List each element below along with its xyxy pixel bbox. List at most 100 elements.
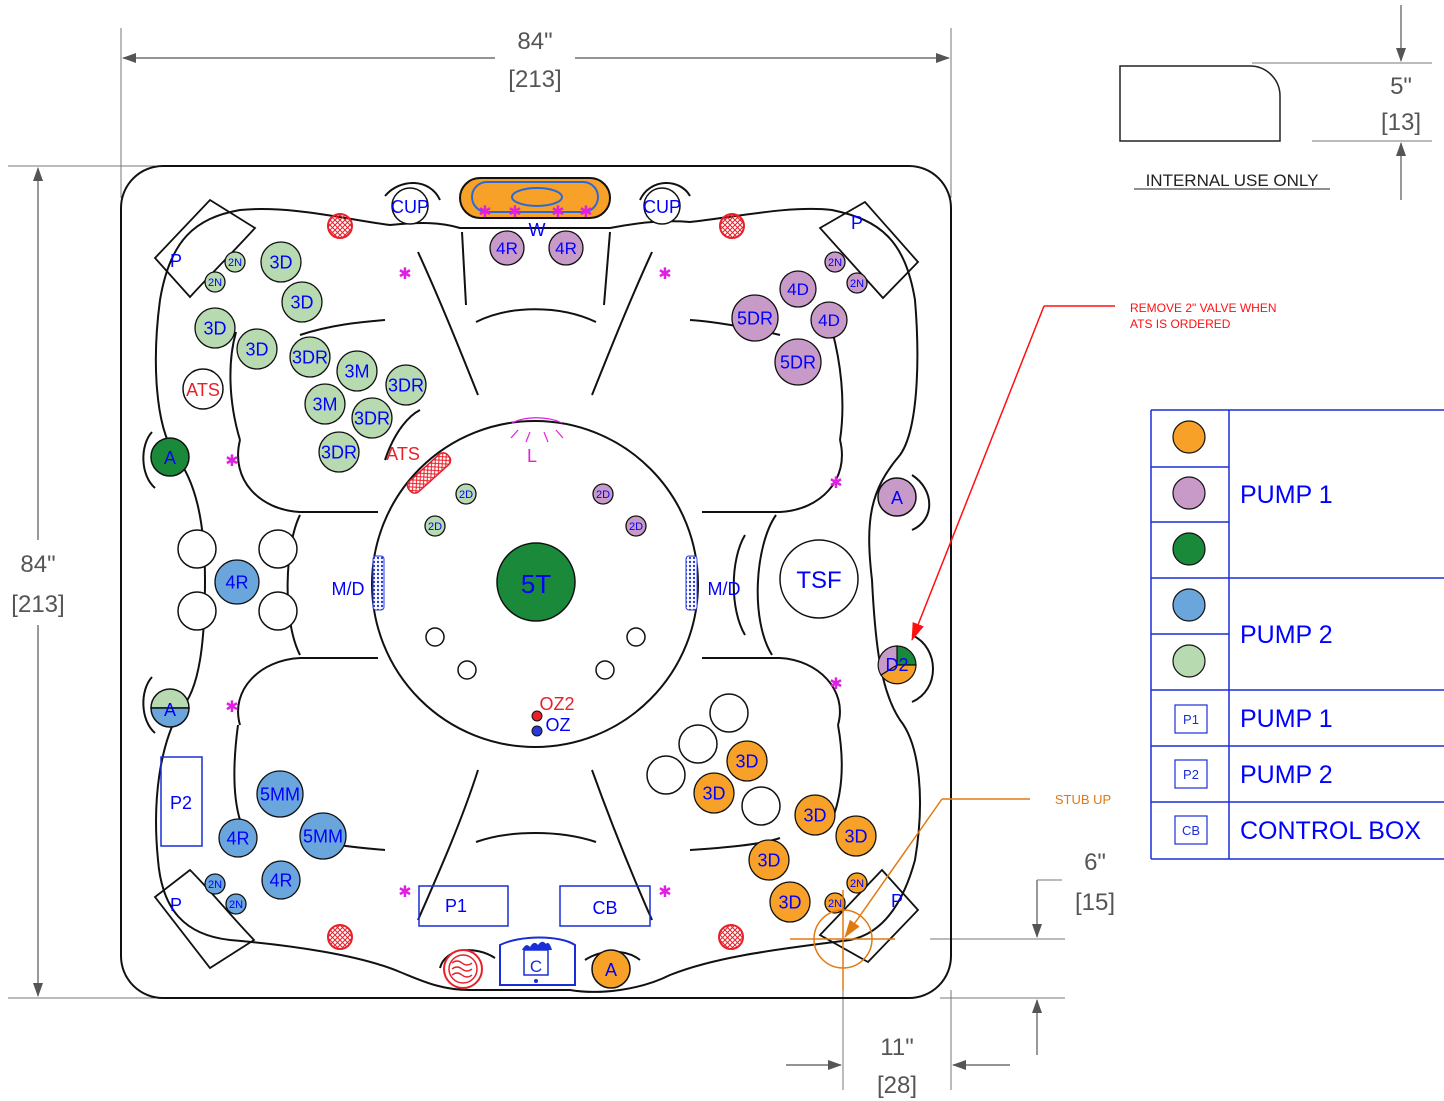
remove-note-line2: ATS IS ORDERED <box>1130 317 1231 331</box>
air-control-left-bottom: A <box>150 688 190 728</box>
pillow-br: P <box>891 891 903 911</box>
legend-box-p1: P1 <box>1183 712 1199 727</box>
empty-fitting <box>741 786 781 826</box>
jet-label: 3DR <box>354 408 390 428</box>
cup-holder-right: CUP <box>643 187 681 225</box>
air-control-right: A <box>877 477 917 517</box>
jet-3d: 3D <box>194 307 236 349</box>
waterfall-feature: W <box>459 177 611 240</box>
svg-text:✱: ✱ <box>478 204 491 221</box>
jet-5mm: 5MM <box>299 812 347 860</box>
top-width-in: 84" <box>517 28 552 55</box>
empty-fitting <box>258 529 298 569</box>
jet-label: 3D <box>803 805 826 825</box>
empty-fitting <box>425 627 445 647</box>
jet-label: 2N <box>228 257 242 269</box>
legend-box-cb: CB <box>1182 823 1200 838</box>
legend-swatch-purple <box>1172 476 1206 510</box>
jet-5mm: 5MM <box>256 770 304 818</box>
svg-text:✱: ✱ <box>225 699 238 716</box>
jet-label: 3DR <box>292 347 328 367</box>
jet-label: 3D <box>269 252 292 272</box>
top-width-cm: [213] <box>508 66 561 93</box>
jet-3d: 3D <box>260 241 302 283</box>
jet-label: 2N <box>850 878 864 890</box>
jet-label: 3D <box>844 826 867 846</box>
jet-label: 3D <box>702 783 725 803</box>
jet-3d: 3D <box>281 281 323 323</box>
jets: 2N 2N 3D 3D 3D 3D 3DR 3M 3DR 3M 3DR 3DR 4R 4R 2N 2N 4D 4D… <box>177 230 877 923</box>
jet-label: 3D <box>290 292 313 312</box>
jet-label: 3M <box>344 361 369 381</box>
jet-label: 3D <box>757 850 780 870</box>
jet-2d: 2D <box>455 483 477 505</box>
svg-text:✱: ✱ <box>658 266 671 283</box>
jet-3d: 3D <box>835 815 877 857</box>
equipment-p2: P2 <box>160 756 203 847</box>
svg-text:TSF: TSF <box>796 567 841 594</box>
legend-p1-pump: PUMP 1 <box>1240 705 1333 733</box>
ats-label-center: ATS <box>386 444 420 464</box>
svg-text:✱: ✱ <box>829 475 842 492</box>
empty-fitting <box>646 755 686 795</box>
svg-text:✱: ✱ <box>551 204 564 221</box>
heater-icon <box>443 949 483 989</box>
jet-3d: 3D <box>236 328 278 370</box>
legend: P1 P2 CB PUMP 1 PUMP 2 PUMP 1 PUMP 2 CON… <box>1150 409 1444 860</box>
dimension-corner-radius: 5" [13] INTERNAL USE ONLY <box>1119 5 1432 200</box>
svg-text:P2: P2 <box>170 793 192 813</box>
light-fixture: L <box>510 417 564 466</box>
jet-2d: 2D <box>592 483 614 505</box>
ats-label-seat: ATS <box>186 380 220 400</box>
jet-label: 3D <box>245 339 268 359</box>
svg-text:✱: ✱ <box>579 204 592 221</box>
jet-label: 2D <box>428 521 442 533</box>
ozone-fittings: OZ2 OZ <box>531 694 575 737</box>
dimension-stub-vertical: 6" [15] <box>930 849 1115 1055</box>
svg-text:CB: CB <box>592 898 617 918</box>
svg-text:M/D: M/D <box>708 579 741 599</box>
jet-5dr: 5DR <box>731 294 779 342</box>
jet-label: 3D <box>735 751 758 771</box>
svg-text:M/D: M/D <box>332 579 365 599</box>
jet-2n: 2N <box>224 251 246 273</box>
jet-label: 2N <box>208 879 222 891</box>
oz2-label: OZ2 <box>539 694 574 714</box>
jet-4r: 4R <box>214 559 260 605</box>
svg-text:A: A <box>164 448 176 468</box>
jet-3dr: 3DR <box>289 336 331 378</box>
jet-label: 3DR <box>388 375 424 395</box>
jet-3d: 3D <box>769 881 811 923</box>
jet-2n: 2N <box>204 873 226 895</box>
dimension-top-width: 84" [213] <box>120 28 952 198</box>
stub-h-in: 11" <box>880 1034 913 1061</box>
svg-text:A: A <box>164 700 176 720</box>
legend-pump2: PUMP 2 <box>1240 621 1333 649</box>
stub-up-target: STUB UP <box>790 792 1111 990</box>
jet-4d: 4D <box>810 301 848 339</box>
legend-pump1: PUMP 1 <box>1240 481 1333 509</box>
pillow-tr: P <box>851 213 863 233</box>
center-jet-5t: 5T <box>496 542 576 622</box>
jet-label: 5MM <box>260 784 300 804</box>
svg-text:✱: ✱ <box>225 453 238 470</box>
corner-cm: [13] <box>1381 109 1421 136</box>
jet-label: 2N <box>208 277 222 289</box>
jet-3d: 3D <box>794 794 836 836</box>
jet-3m: 3M <box>336 350 378 392</box>
jet-label: 3D <box>203 318 226 338</box>
empty-fitting <box>709 693 749 733</box>
pillow-tl: P <box>170 251 182 271</box>
jet-4r: 4R <box>489 230 525 266</box>
jet-label: 4D <box>818 311 840 330</box>
stub-h-cm: [28] <box>877 1072 917 1099</box>
jet-3dr: 3DR <box>385 364 427 406</box>
air-control-front: A <box>591 949 631 989</box>
jet-2n: 2N <box>846 872 868 894</box>
jet-2n: 2N <box>824 892 846 914</box>
legend-control-box: CONTROL BOX <box>1240 817 1421 845</box>
stub-v-in: 6" <box>1084 849 1106 876</box>
empty-fitting <box>457 660 477 680</box>
legend-box-p2: P2 <box>1183 767 1199 782</box>
jet-4r: 4R <box>261 860 301 900</box>
